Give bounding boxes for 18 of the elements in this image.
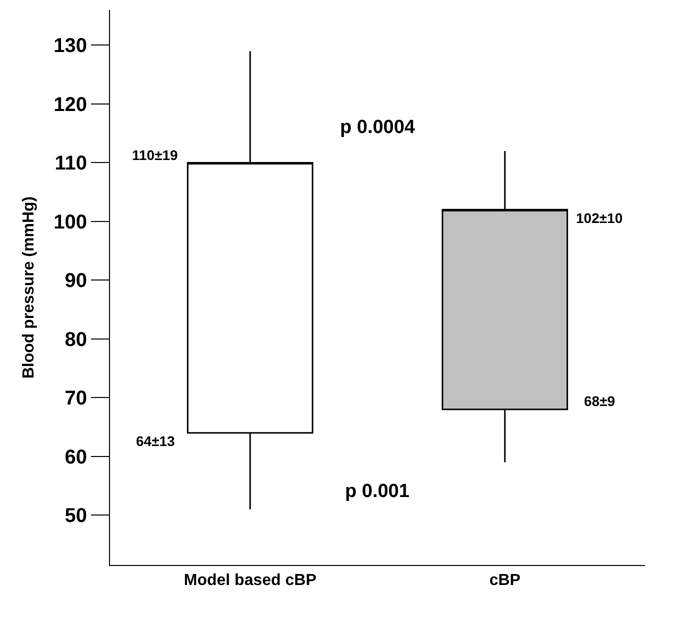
annotation: 68±9 [584,393,616,409]
y-tick-label: 100 [54,211,87,234]
y-tick-label: 80 [64,328,87,351]
x-tick-label: cBP [489,572,521,590]
annotation: p 0.001 [345,481,410,502]
y-tick-label: 90 [64,270,87,292]
annotation: 64±13 [136,433,176,449]
y-tick-label: 50 [64,505,87,528]
y-tick-label: 70 [64,388,87,410]
y-tick-label: 60 [64,446,87,468]
y-tick-label: 110 [54,152,87,175]
x-tick-label: Model based cBP [184,572,317,590]
y-axis-title: Blood pressure (mmHg) [20,196,38,379]
annotation: 110±19 [132,147,178,163]
annotation: p 0.0004 [340,117,416,138]
y-tick-label: 120 [54,94,87,116]
annotation: 102±10 [576,210,623,226]
y-tick-label: 130 [54,35,87,58]
